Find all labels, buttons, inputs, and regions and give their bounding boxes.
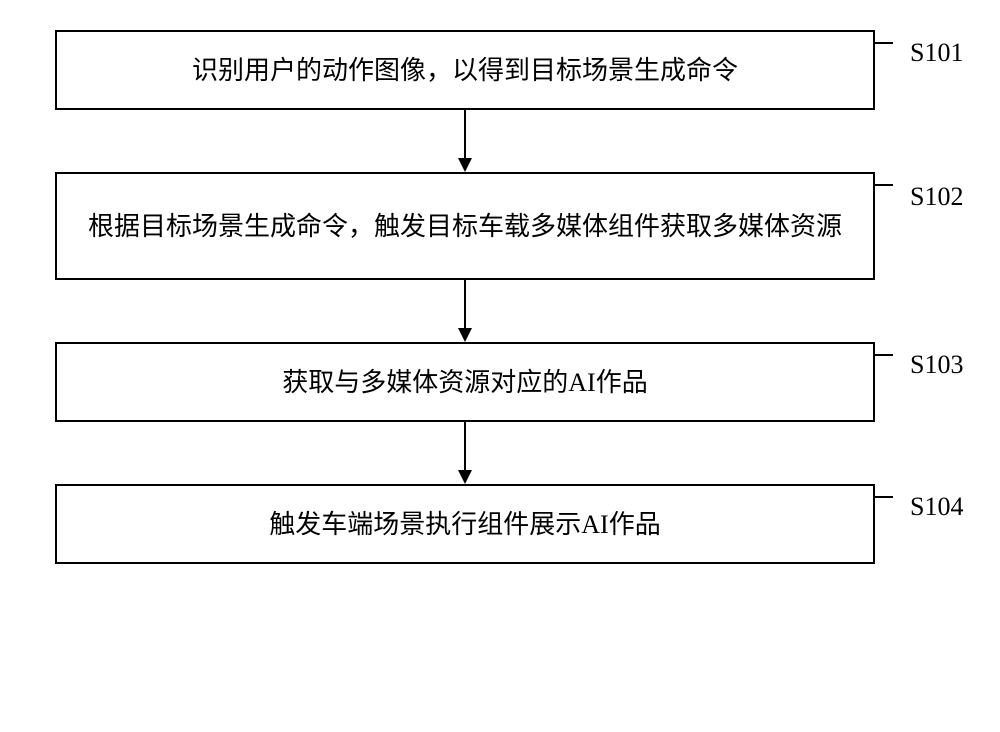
step-text: 触发车端场景执行组件展示AI作品 — [269, 505, 660, 544]
step-label: S101 — [910, 38, 963, 68]
connector-line — [873, 354, 893, 356]
step-label: S102 — [910, 182, 963, 212]
step-id: S102 — [910, 182, 963, 211]
connector-line — [873, 184, 893, 186]
step-text: 根据目标场景生成命令，触发目标车载多媒体组件获取多媒体资源 — [88, 207, 842, 246]
connector-line — [873, 496, 893, 498]
flowchart-step: 触发车端场景执行组件展示AI作品 — [55, 484, 875, 564]
arrow-down-icon — [457, 422, 473, 484]
arrow-down-icon — [457, 110, 473, 172]
arrow-down-icon — [457, 280, 473, 342]
connector-line — [873, 42, 893, 44]
step-id: S104 — [910, 492, 963, 521]
step-id: S103 — [910, 350, 963, 379]
step-text: 获取与多媒体资源对应的AI作品 — [282, 363, 647, 402]
step-id: S101 — [910, 38, 963, 67]
flowchart-step: 根据目标场景生成命令，触发目标车载多媒体组件获取多媒体资源 — [55, 172, 875, 280]
step-label: S103 — [910, 350, 963, 380]
step-label: S104 — [910, 492, 963, 522]
step-text: 识别用户的动作图像，以得到目标场景生成命令 — [192, 51, 738, 90]
flowchart-step: 获取与多媒体资源对应的AI作品 — [55, 342, 875, 422]
flowchart-step: 识别用户的动作图像，以得到目标场景生成命令 — [55, 30, 875, 110]
